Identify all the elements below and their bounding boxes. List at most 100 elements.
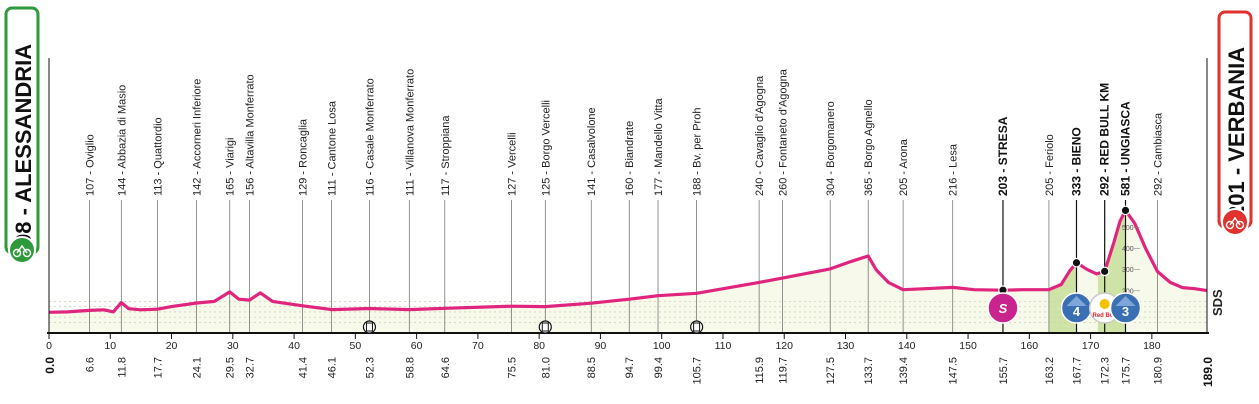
- waypoint-label: 111 - Cantone Losa: [326, 100, 338, 196]
- waypoint-dot: [1071, 257, 1082, 268]
- waypoint-distance: 88.5: [586, 357, 598, 378]
- waypoint-distance: 6.6: [84, 357, 96, 372]
- waypoint-label: 129 - Roncaglia: [298, 118, 310, 196]
- waypoint-label: 142 - Accorneri Inferiore: [192, 79, 204, 196]
- x-tick-label: 10: [104, 340, 116, 352]
- x-tick-label: 100: [653, 340, 671, 352]
- x-tick-label: 40: [288, 340, 300, 352]
- railway-crossing-bars: [693, 322, 701, 332]
- profile-area: [49, 210, 1207, 333]
- waypoint-distance: 29.5: [225, 357, 237, 378]
- x-tick-label: 20: [166, 340, 178, 352]
- sprint-icon: S: [987, 292, 1019, 324]
- waypoint-distance: 119.7: [777, 357, 789, 384]
- x-tick-label: 180: [1143, 340, 1161, 352]
- finish-panel: 201 - VERBANIA: [1217, 10, 1253, 236]
- x-tick-label: 80: [533, 340, 545, 352]
- x-tick-label: 70: [472, 340, 484, 352]
- kom-climb-icon: 4: [1060, 292, 1093, 324]
- railway-crossing-icon: [362, 320, 377, 334]
- start-bike-wheel: [12, 248, 22, 258]
- waypoint-label: 240 - Cavaglio d'Agogna: [754, 75, 766, 196]
- finish-icon: [1221, 208, 1249, 236]
- waypoint-label: 141 - Casalvolone: [586, 107, 598, 196]
- x-tick-label: 120: [775, 340, 793, 352]
- start-distance: 0.0: [43, 357, 57, 374]
- waypoint-distance: 105.7: [692, 357, 704, 385]
- waypoint-label: 292 - RED BULL KM: [1098, 83, 1112, 196]
- x-tick-label: 110: [715, 340, 732, 352]
- waypoint-distance: 175.7: [1121, 357, 1133, 385]
- waypoint-distance: 127.5: [825, 357, 837, 385]
- waypoint-label: 125 - Borgo Vercelli: [540, 100, 552, 196]
- x-tick-label: 170: [1082, 340, 1100, 352]
- finish-bike-wheel: [1225, 220, 1235, 230]
- kom-mountain: [1066, 296, 1087, 306]
- waypoint-dot: [1099, 266, 1110, 277]
- finish-bike-wheel: [1235, 220, 1245, 230]
- waypoint-distance: 94.7: [624, 357, 636, 378]
- waypoint-distance: 46.1: [326, 357, 338, 378]
- waypoint-distance: 41.4: [298, 357, 310, 378]
- finish-bike-frame: [1229, 216, 1241, 226]
- railway-crossing-bars: [365, 322, 373, 332]
- x-tick-label: 0: [46, 340, 52, 352]
- waypoint-distance: 147.5: [948, 357, 960, 385]
- waypoint-distance: 24.1: [192, 357, 204, 378]
- railway-crossing-bars: [541, 322, 549, 332]
- waypoint-label: 203 - STRESA: [996, 116, 1010, 196]
- waypoint-label: 156 - Altavilla Monferrato: [244, 74, 256, 196]
- waypoint-distance: 139.4: [898, 357, 910, 385]
- waypoint-distance: 180.9: [1152, 357, 1164, 385]
- waypoint-label: 188 - Bv. per Proh: [692, 108, 704, 196]
- kom-climb-icon: 3: [1109, 292, 1142, 324]
- scale-label: 200: [1122, 288, 1134, 295]
- waypoint-label: 333 - BIENO: [1069, 127, 1083, 196]
- scale-label: 400: [1122, 246, 1134, 253]
- red-bull-label: Red Bull: [1093, 313, 1118, 319]
- waypoint-label: 260 - Fontaneto d'Agogna: [777, 68, 789, 196]
- kom-mountain: [1115, 296, 1136, 306]
- waypoint-distance: 52.3: [364, 357, 376, 378]
- x-tick-label: 160: [1021, 340, 1039, 352]
- waypoint-label: 292 - Cambiasca: [1152, 112, 1164, 196]
- profile-line: [48, 208, 1208, 314]
- waypoint-distance: 115.9: [754, 357, 766, 384]
- waypoint-distance: 64.6: [440, 357, 452, 378]
- waypoint-distance: 75.5: [507, 357, 519, 378]
- waypoint-label: 113 - Quattordio: [152, 117, 164, 196]
- chart-background: [49, 18, 1207, 333]
- waypoint-distance: 172.3: [1100, 357, 1112, 385]
- x-tick-label: 130: [837, 340, 855, 352]
- waypoint-label: 205 - Arona: [898, 138, 910, 196]
- start-bike-frame: [16, 244, 28, 254]
- waypoint-distance: 11.8: [116, 357, 128, 378]
- waypoint-distance: 99.4: [653, 357, 665, 378]
- waypoint-distance: 32.7: [244, 357, 256, 378]
- x-tick-label: 50: [350, 340, 362, 352]
- waypoint-label: 581 - UNGIASCA: [1119, 101, 1133, 196]
- waypoint-label: 216 - Lesa: [948, 143, 960, 196]
- waypoint-dot: [1120, 205, 1131, 216]
- waypoint-distance: 17.7: [152, 357, 164, 378]
- x-tick-label: 150: [959, 340, 977, 352]
- waypoint-label: 165 - Viarigi: [225, 138, 237, 197]
- waypoint-distance: 58.8: [404, 357, 416, 378]
- kom-category: 3: [1122, 304, 1129, 319]
- x-tick-label: 140: [898, 340, 916, 352]
- start-icon: [8, 236, 36, 264]
- scale-label: 300: [1122, 267, 1134, 274]
- kom-category: 4: [1073, 304, 1081, 319]
- sds-logo: SDS: [1210, 289, 1225, 316]
- x-tick-label: 60: [411, 340, 423, 352]
- railway-crossing-icon: [538, 320, 552, 334]
- waypoint-label: 127 - Vercelli: [507, 132, 519, 196]
- waypoint-distance: 163.2: [1044, 357, 1056, 385]
- waypoint-label: 111 - Villanova Monferrato: [404, 69, 416, 196]
- start-bike-wheel: [22, 248, 32, 258]
- waypoint-distance: 81.0: [540, 357, 552, 378]
- waypoint-distance: 133.7: [863, 357, 875, 385]
- start-city-label: 98 - ALESSANDRIA: [11, 44, 36, 246]
